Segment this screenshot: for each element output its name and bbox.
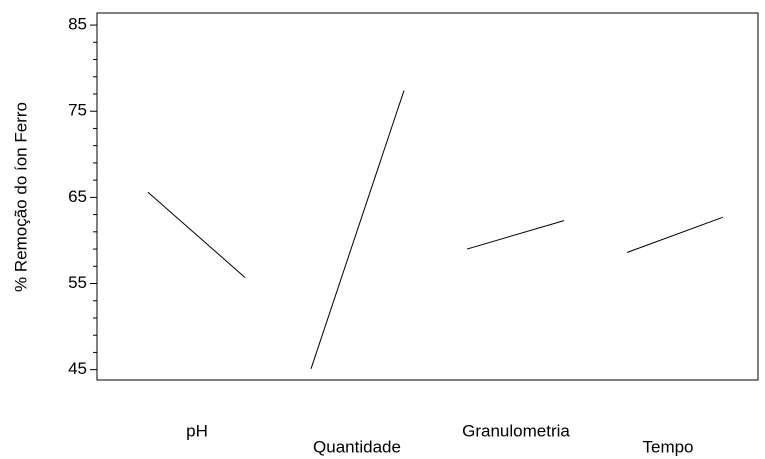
- y-axis-label: % Remoção do íon Ferro: [11, 102, 30, 292]
- effect-line: [626, 216, 724, 253]
- plot-frame: [96, 12, 759, 381]
- y-tick-label: 75: [68, 101, 87, 120]
- effect-line: [147, 191, 246, 278]
- y-tick-label: 85: [68, 15, 87, 34]
- y-tick-label: 45: [68, 359, 87, 378]
- y-tick-label: 55: [68, 273, 87, 292]
- x-category-label: Quantidade: [313, 437, 401, 456]
- y-tick-label: 65: [68, 187, 87, 206]
- effect-line: [310, 90, 405, 369]
- x-category-label: Granulometria: [462, 421, 570, 440]
- x-category-label: pH: [186, 421, 208, 440]
- x-category-label: Tempo: [642, 437, 693, 456]
- effect-line: [466, 220, 565, 250]
